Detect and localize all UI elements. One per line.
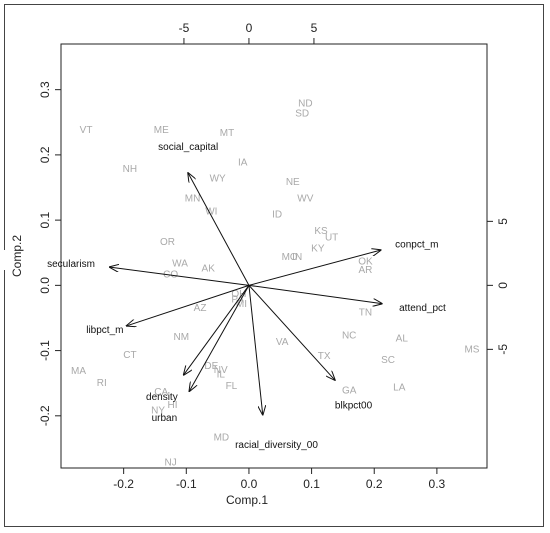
loading-label-attend-pct: attend_pct [399,303,446,314]
state-label-mo: MO [282,252,298,263]
state-label-ut: UT [325,232,338,243]
state-label-va: VA [276,337,289,348]
state-label-nd: ND [298,99,312,110]
state-label-sc: SC [381,355,395,366]
state-label-ky: KY [311,244,325,255]
state-label-or: OR [160,237,175,248]
right-tick-label: 0 [496,282,510,289]
loading-arrow-blkpct00 [248,285,335,380]
loading-arrow-social-capital [188,173,250,286]
state-label-nc: NC [342,330,356,341]
state-label-nh: NH [123,164,137,175]
loading-arrow-density [184,285,250,374]
loading-label-conpct-m: conpct_m [395,240,438,251]
state-label-ma: MA [71,366,86,377]
x-tick-label: 0.2 [366,477,383,491]
x-tick-label: 0.0 [241,477,258,491]
state-label-ct: CT [123,350,136,361]
state-label-al: AL [396,334,409,345]
loading-arrow-conpct-m [248,250,381,286]
x-tick-label: 0.1 [303,477,320,491]
state-label-in: IN [292,252,302,263]
state-label-ca: CA [154,387,168,398]
state-label-la: LA [393,382,406,393]
state-label-wa: WA [172,259,188,270]
loading-label-libpct-m: libpct_m [86,325,123,336]
state-label-ak: AK [202,264,216,275]
state-label-tx: TX [318,351,331,362]
state-label-ar: AR [359,265,373,276]
x-tick-label: -0.1 [176,477,197,491]
loading-label-social-capital: social_capital [158,142,218,153]
state-label-nj: NJ [165,457,177,468]
label-mask [4,250,60,270]
loading-arrow-libpct-m [127,284,250,325]
loading-label-urban: urban [152,413,178,424]
state-label-de: DE [204,361,218,372]
loading-label-racial-diversity-00: racial_diversity_00 [235,440,318,451]
state-label-ne: NE [286,177,300,188]
state-label-id: ID [272,210,282,221]
state-label-wv: WV [297,193,313,204]
x-axis-label: Comp.1 [226,493,268,507]
y-tick-label: 0.3 [38,81,52,98]
y-tick-label: 0.0 [38,277,52,294]
y-tick-label: 0.1 [38,211,52,228]
y-tick-label: -0.2 [38,405,52,426]
state-label-az: AZ [194,303,207,314]
state-label-wi: WI [205,206,217,217]
loading-arrow-secularism [110,267,250,286]
state-label-me: ME [154,125,169,136]
state-label-sd: SD [295,108,309,119]
loading-arrow-attend-pct [248,284,382,303]
state-label-ks: KS [314,226,328,237]
right-tick-label: 5 [496,218,510,225]
state-label-md: MD [214,433,230,444]
state-label-tn: TN [359,307,372,318]
x-tick-label: 0.3 [429,477,446,491]
loading-label-blkpct00: blkpct00 [335,401,373,412]
y-tick-label: -0.1 [38,340,52,361]
loading-label-secularism: secularism [47,259,95,270]
state-label-wy: WY [210,174,226,185]
loading-label-density: density [146,392,178,403]
state-label-ms: MS [464,345,479,356]
loading-arrow-urban [189,285,250,391]
state-label-ia: IA [238,157,248,168]
right-tick-label: -5 [496,344,510,355]
state-label-nm: NM [174,332,190,343]
state-label-mi: MI [236,299,247,310]
chart-frame [4,4,544,527]
y-tick-label: 0.2 [38,146,52,163]
top-tick-label: 5 [311,21,318,35]
state-label-ga: GA [342,386,357,397]
state-label-nv: NV [214,365,228,376]
state-label-ri: RI [97,378,107,389]
y-axis-label: Comp.2 [10,235,24,277]
state-label-ok: OK [358,257,373,268]
loading-arrow-racial-diversity-00 [248,285,263,414]
plot-box [60,43,488,469]
state-label-fl: FL [226,381,238,392]
state-label-oh: OH [231,289,246,300]
state-label-il: IL [217,369,226,380]
state-label-vt: VT [80,125,93,136]
top-tick-label: -5 [179,21,190,35]
state-label-hi: HI [168,400,178,411]
state-label-ny: NY [151,405,165,416]
x-tick-label: -0.2 [113,477,134,491]
state-label-mt: MT [220,128,234,139]
top-tick-label: 0 [246,21,253,35]
state-label-mn: MN [185,193,201,204]
